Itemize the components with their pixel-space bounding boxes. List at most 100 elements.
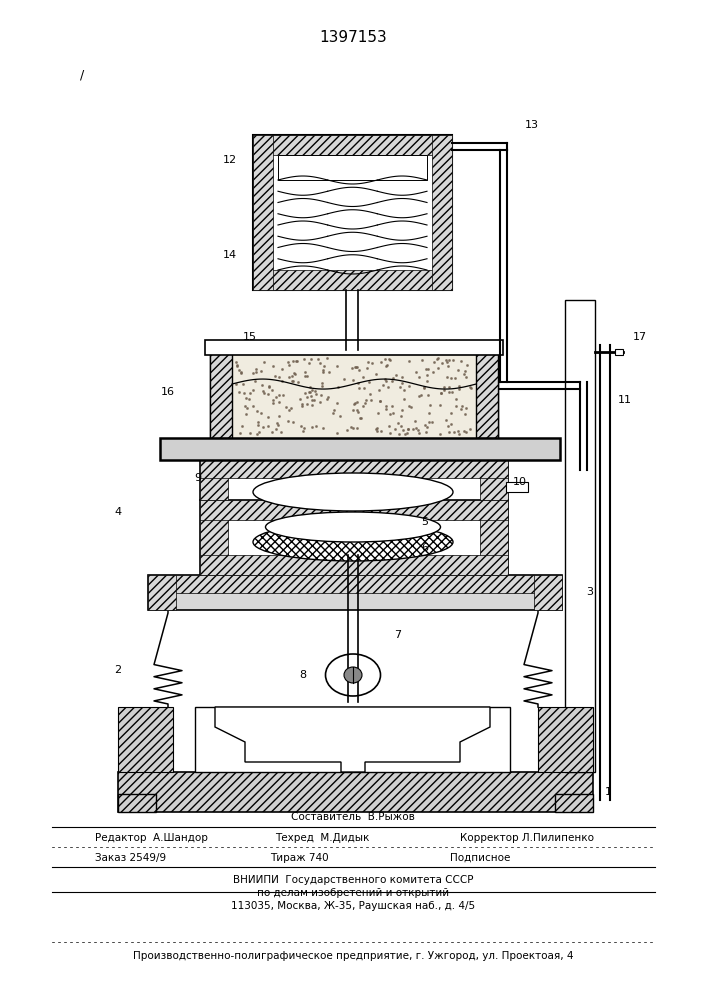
Point bbox=[254, 424, 265, 440]
Point bbox=[299, 368, 310, 384]
Polygon shape bbox=[555, 794, 593, 812]
Point bbox=[354, 410, 366, 426]
Point bbox=[402, 421, 414, 437]
Point bbox=[267, 382, 278, 398]
Point bbox=[419, 379, 430, 395]
Point bbox=[231, 357, 243, 373]
Text: 1397153: 1397153 bbox=[319, 29, 387, 44]
Bar bbox=[200, 460, 508, 500]
Point bbox=[274, 369, 285, 385]
Point bbox=[307, 382, 318, 398]
Point bbox=[317, 362, 329, 378]
Point bbox=[296, 398, 308, 414]
Point bbox=[437, 355, 448, 371]
Point bbox=[255, 363, 267, 379]
Point bbox=[375, 423, 386, 439]
Point bbox=[465, 380, 477, 396]
Point bbox=[459, 363, 470, 379]
Point bbox=[460, 400, 472, 416]
Point bbox=[296, 396, 308, 412]
Point bbox=[404, 398, 415, 414]
Point bbox=[419, 380, 430, 396]
Point bbox=[354, 362, 365, 378]
Text: 6: 6 bbox=[421, 543, 428, 553]
Point bbox=[276, 361, 288, 377]
Point bbox=[351, 359, 362, 375]
Point bbox=[435, 397, 446, 413]
Point bbox=[452, 362, 464, 378]
Text: Составитель  В.Рыжов: Составитель В.Рыжов bbox=[291, 812, 415, 822]
Point bbox=[331, 425, 342, 441]
Point bbox=[297, 423, 308, 439]
Point bbox=[394, 426, 405, 442]
Point bbox=[280, 399, 291, 415]
Point bbox=[268, 392, 279, 408]
Text: 17: 17 bbox=[633, 332, 647, 342]
Point bbox=[284, 402, 295, 418]
Point bbox=[315, 387, 326, 403]
Point bbox=[347, 372, 358, 388]
Point bbox=[269, 368, 281, 384]
Point bbox=[358, 369, 369, 385]
Text: 15: 15 bbox=[243, 332, 257, 342]
Point bbox=[454, 378, 465, 394]
Point bbox=[286, 400, 297, 416]
Point bbox=[421, 419, 433, 435]
Point bbox=[332, 379, 344, 395]
Point bbox=[303, 355, 315, 371]
Bar bbox=[200, 500, 228, 575]
Point bbox=[234, 425, 245, 441]
Point bbox=[382, 379, 394, 395]
Point bbox=[282, 354, 293, 370]
Point bbox=[273, 387, 284, 403]
Point bbox=[302, 368, 313, 384]
Point bbox=[399, 426, 410, 442]
Point bbox=[346, 360, 358, 376]
Point bbox=[372, 420, 383, 436]
Point bbox=[411, 364, 422, 380]
Point bbox=[431, 351, 443, 367]
Point bbox=[367, 355, 378, 371]
Point bbox=[262, 386, 274, 402]
Point bbox=[413, 388, 424, 404]
Point bbox=[443, 379, 455, 395]
Point bbox=[310, 383, 321, 399]
Point bbox=[444, 424, 455, 440]
Point bbox=[359, 395, 370, 411]
Text: 13: 13 bbox=[525, 120, 539, 130]
Point bbox=[263, 409, 274, 425]
Point bbox=[423, 414, 435, 430]
Text: 8: 8 bbox=[300, 670, 307, 680]
Point bbox=[298, 420, 310, 436]
Point bbox=[334, 408, 346, 424]
Point bbox=[247, 398, 258, 414]
Text: 11: 11 bbox=[618, 395, 632, 405]
Point bbox=[240, 390, 252, 406]
Point bbox=[358, 380, 370, 396]
Point bbox=[453, 426, 464, 442]
Point bbox=[459, 423, 470, 439]
Point bbox=[349, 396, 360, 412]
Point bbox=[419, 417, 431, 433]
Point bbox=[362, 354, 373, 370]
Point bbox=[310, 386, 322, 402]
Point bbox=[252, 414, 264, 430]
Bar bbox=[538, 707, 593, 772]
Point bbox=[414, 369, 425, 385]
Polygon shape bbox=[118, 772, 593, 812]
Text: Корректор Л.Пилипенко: Корректор Л.Пилипенко bbox=[460, 833, 594, 843]
Point bbox=[303, 384, 315, 400]
Text: 2: 2 bbox=[115, 665, 122, 675]
Bar bbox=[200, 460, 228, 500]
Point bbox=[245, 425, 256, 441]
Point bbox=[413, 425, 424, 441]
Point bbox=[370, 421, 381, 437]
Point bbox=[300, 364, 311, 380]
Point bbox=[321, 350, 332, 366]
Point bbox=[381, 357, 392, 373]
Point bbox=[250, 373, 261, 389]
Point bbox=[322, 391, 333, 407]
Point bbox=[353, 375, 364, 391]
Point bbox=[267, 424, 278, 440]
Point bbox=[262, 418, 274, 434]
